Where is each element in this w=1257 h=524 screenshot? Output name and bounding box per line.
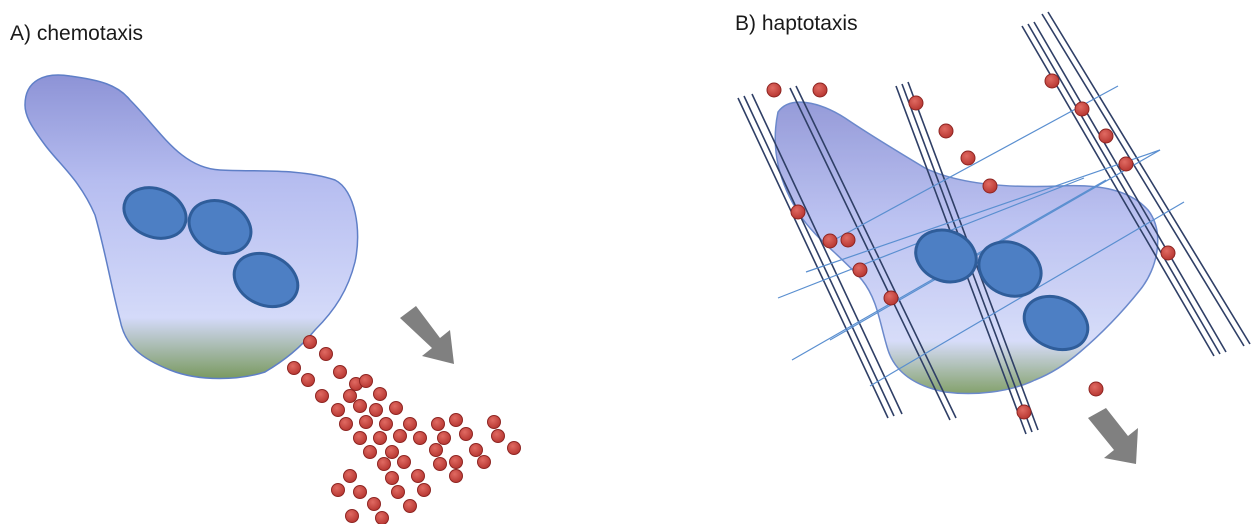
panel-a (24, 74, 521, 524)
nucleus-b3 (1022, 294, 1090, 352)
nucleus-b1 (914, 228, 978, 284)
migration-arrow-a (400, 306, 454, 364)
nucleus-b2 (977, 240, 1043, 298)
bound-ligand-particles (766, 73, 1176, 420)
panel-b-label: B) haptotaxis (735, 12, 858, 35)
nucleus-a2 (187, 199, 253, 255)
nucleus-a1 (122, 186, 188, 240)
migration-arrow-b (1088, 408, 1138, 464)
panel-b (737, 11, 1251, 464)
panel-a-label: A) chemotaxis (10, 22, 144, 45)
ecm-fibers (737, 11, 1251, 435)
nucleus-a3 (232, 251, 300, 309)
chemoattractant-particles (287, 335, 521, 524)
